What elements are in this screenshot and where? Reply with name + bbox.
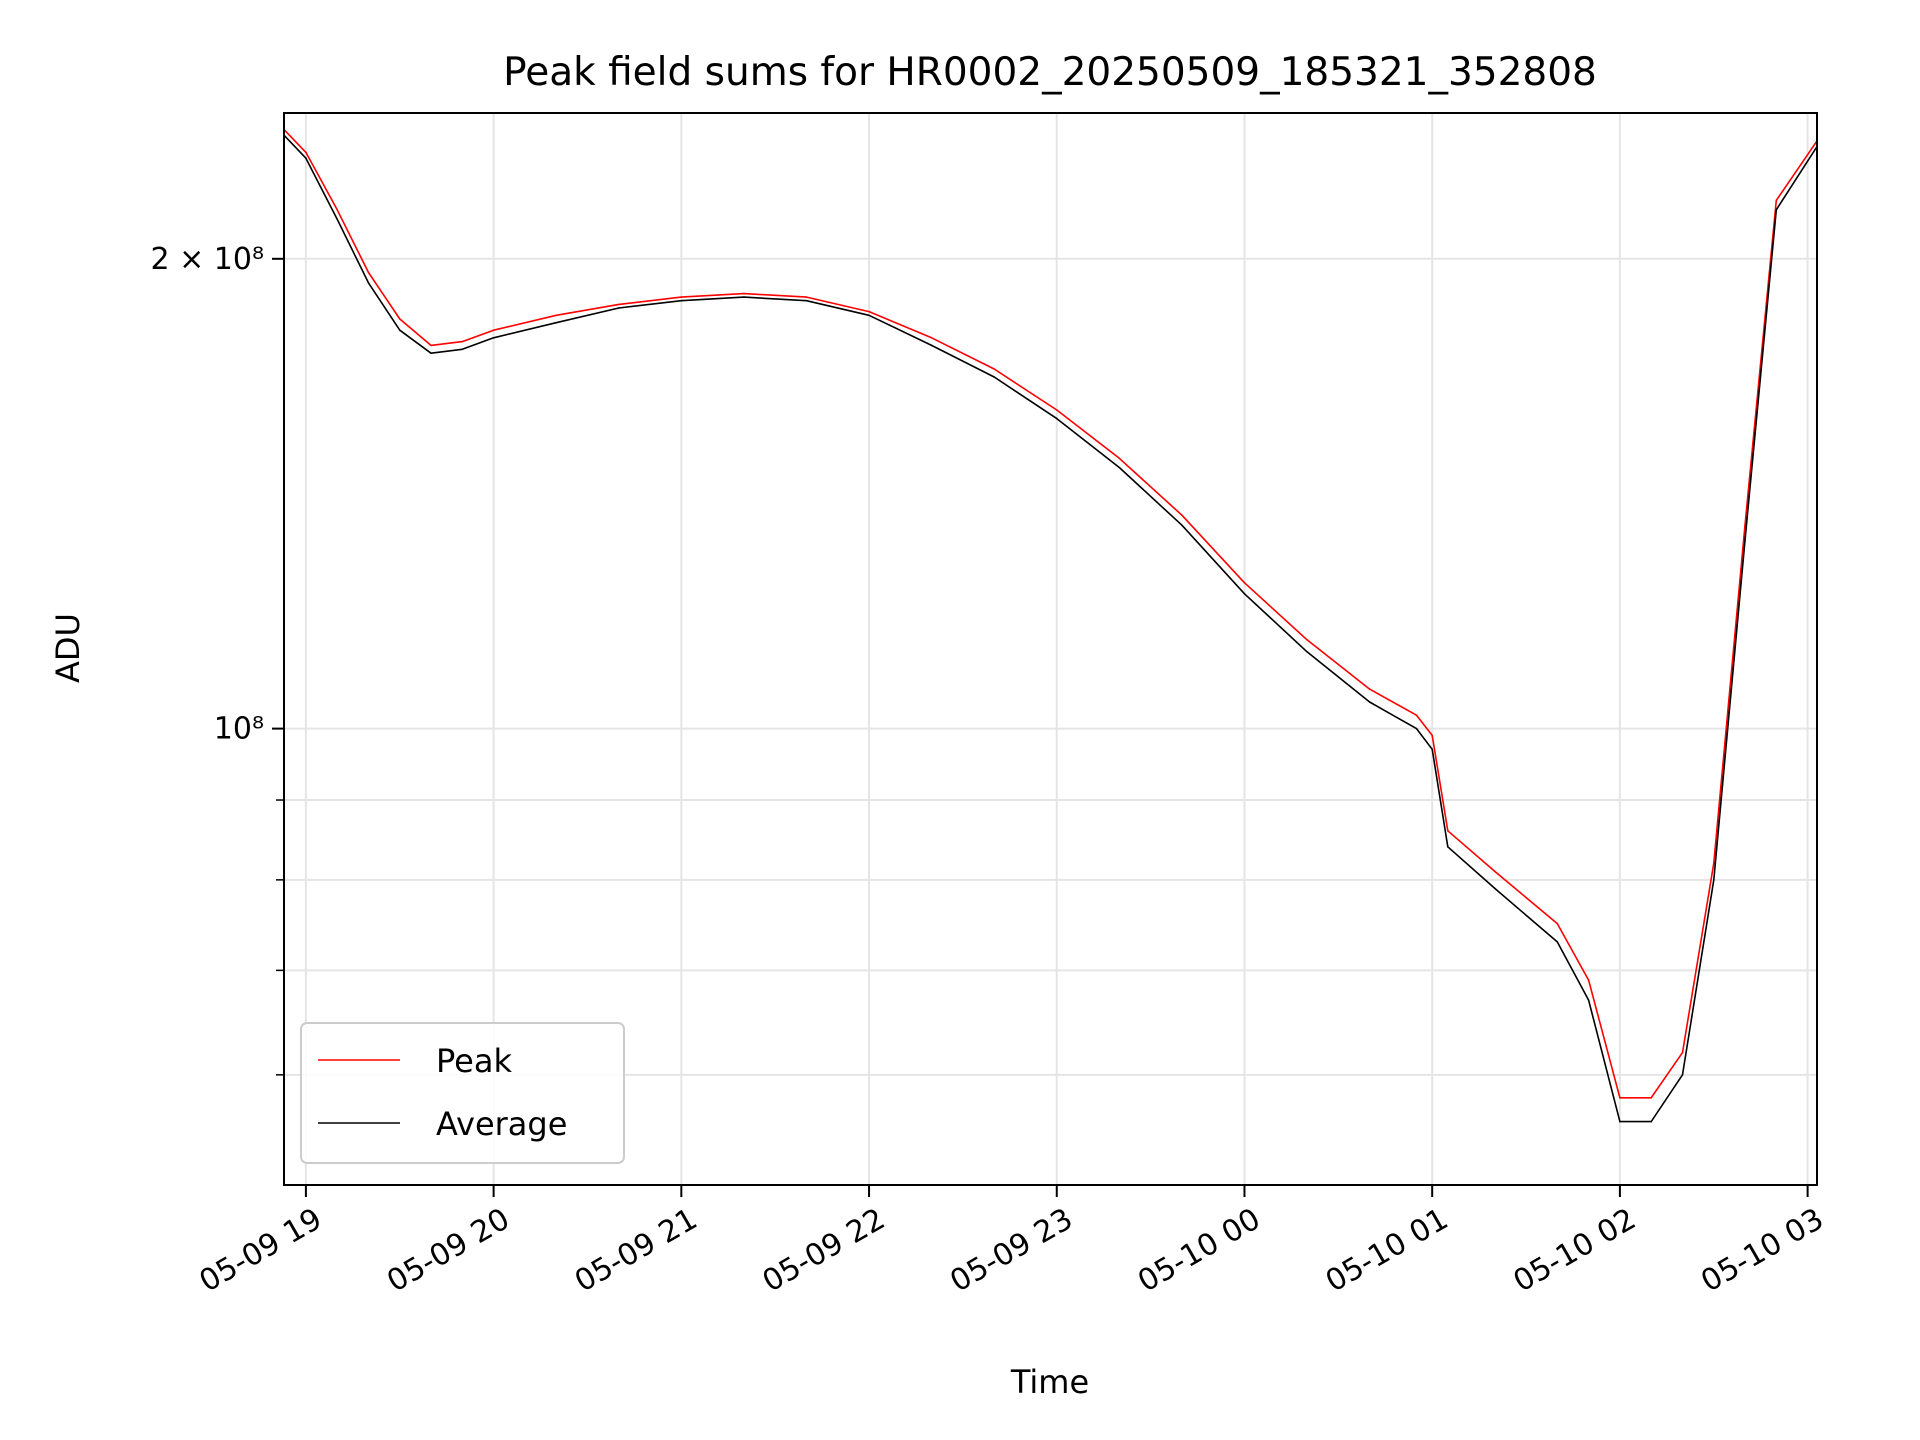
data-point-peak (1447, 830, 1449, 832)
data-point-average (680, 299, 683, 302)
data-point-peak (930, 337, 933, 339)
data-point-peak (1587, 979, 1590, 981)
data-point-average (461, 348, 464, 351)
data-point-peak (492, 329, 495, 332)
data-point-average (1118, 466, 1121, 469)
data-point-peak (1494, 870, 1496, 873)
data-point-average (1368, 701, 1371, 703)
data-point-peak (336, 209, 339, 211)
data-point-peak (1431, 734, 1433, 737)
data-point-average (1587, 999, 1590, 1001)
data-point-peak (430, 344, 432, 347)
data-point-average (1181, 524, 1183, 526)
data-point-peak (1556, 922, 1559, 925)
data-point-average (1713, 879, 1715, 881)
data-point-peak (805, 296, 808, 298)
data-point-average (555, 321, 557, 324)
data-point-average (618, 307, 620, 309)
data-point-peak (1744, 524, 1746, 526)
series-layer (283, 128, 1818, 1123)
grid-lines (284, 113, 1817, 1185)
data-point-peak (461, 340, 464, 343)
data-point-peak (1681, 1051, 1684, 1054)
data-point-peak (1713, 862, 1715, 864)
data-point-average (805, 299, 808, 302)
data-point-peak (1415, 714, 1418, 716)
data-point-peak (1619, 1097, 1621, 1099)
legend-label-peak: Peak (436, 1042, 512, 1080)
y-axis-label: ADU (49, 613, 87, 683)
data-point-average (930, 344, 933, 347)
data-point-average (743, 296, 745, 298)
data-point-average (492, 337, 495, 339)
data-point-average (1650, 1120, 1652, 1123)
data-point-peak (1181, 514, 1183, 516)
y-tick-label: 2 × 10⁸ (151, 242, 265, 277)
data-point-average (868, 314, 870, 317)
data-point-peak (1243, 582, 1246, 584)
data-point-peak (1775, 199, 1778, 202)
data-point-average (1744, 539, 1746, 542)
data-point-average (399, 329, 401, 332)
data-point-peak (993, 368, 995, 370)
plot-frame (283, 112, 1818, 1186)
data-point-average (1681, 1074, 1684, 1076)
data-point-average (1431, 748, 1433, 751)
x-axis-label: Time (1010, 1363, 1089, 1401)
data-point-average (305, 157, 307, 159)
data-point-average (1447, 846, 1449, 848)
data-point-peak (367, 271, 370, 274)
data-point-average (1494, 887, 1496, 890)
data-point-average (1619, 1120, 1621, 1123)
data-point-average (1056, 417, 1058, 420)
data-point-average (1415, 727, 1418, 730)
legend-box (300, 1022, 625, 1164)
data-point-average (1556, 941, 1559, 943)
data-point-peak (1650, 1097, 1652, 1099)
data-point-peak (743, 292, 745, 295)
data-point-average (367, 282, 370, 284)
data-point-average (993, 376, 995, 378)
legend-label-average: Average (436, 1105, 567, 1143)
data-point-peak (399, 318, 401, 320)
data-point-peak (618, 303, 620, 306)
chart-title: Peak field sums for HR0002_20250509_1853… (503, 50, 1597, 95)
data-point-peak (1368, 688, 1371, 690)
data-point-average (336, 218, 339, 221)
data-point-peak (1056, 409, 1058, 411)
data-point-peak (555, 314, 557, 317)
data-point-peak (305, 151, 307, 154)
data-point-peak (1118, 457, 1121, 460)
y-tick-label: 10⁸ (214, 712, 264, 747)
data-point-peak (680, 296, 683, 298)
data-point-average (1775, 209, 1778, 211)
data-point-peak (1306, 639, 1308, 641)
legend: Peak Average (300, 1022, 625, 1164)
data-point-peak (868, 310, 870, 313)
data-point-average (1243, 593, 1246, 595)
data-point-average (1306, 651, 1308, 653)
data-point-average (430, 352, 432, 355)
